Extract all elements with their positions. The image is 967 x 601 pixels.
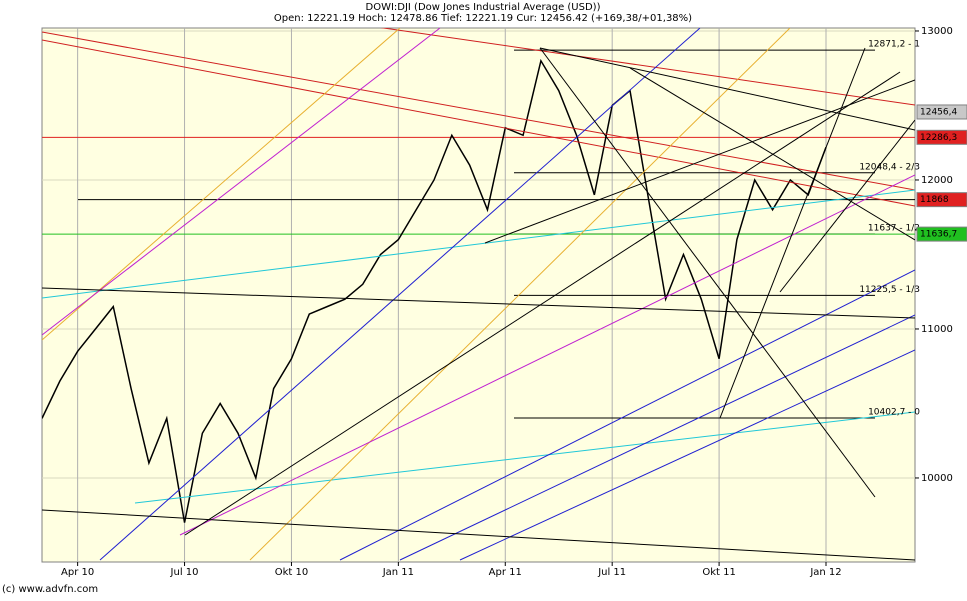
trendline <box>99 28 701 561</box>
trendline <box>42 39 915 207</box>
y-tick-label: 12000 <box>921 175 953 186</box>
x-tick-label: Jul 10 <box>170 567 199 578</box>
x-tick-label: Jul 11 <box>597 567 626 578</box>
level-label: 12456,4 <box>920 107 957 117</box>
plot-layer <box>42 28 915 562</box>
trendline <box>629 67 915 241</box>
trendline <box>184 71 901 536</box>
level-label: 11636,7 <box>920 230 957 240</box>
price-line <box>42 58 827 523</box>
trendline <box>339 269 915 561</box>
level-box <box>916 129 967 145</box>
trendline <box>42 189 915 299</box>
trendline <box>484 79 915 244</box>
trendline <box>42 287 915 319</box>
y-tick-label: 10000 <box>921 473 953 484</box>
trendline <box>249 28 791 561</box>
trendline <box>380 28 915 106</box>
trendline <box>719 47 866 419</box>
x-tick-label: Okt 10 <box>275 567 309 578</box>
fib-label: 12871,2 - 1 <box>868 40 920 50</box>
trendline <box>399 314 915 561</box>
trendline <box>459 349 915 561</box>
chart-subtitle: Open: 12221.19 Hoch: 12478.86 Tief: 1222… <box>274 13 692 24</box>
trendline <box>134 411 915 504</box>
level-box <box>916 104 967 120</box>
trendlines <box>42 28 915 561</box>
y-tick-label: 11000 <box>921 324 953 335</box>
trendline <box>179 174 915 536</box>
fib-label: 11637 - 1/2 <box>868 224 920 234</box>
level-label: 11868 <box>920 195 949 205</box>
trendline <box>539 47 876 498</box>
level-label: 12286,3 <box>920 133 957 143</box>
x-tick-label: Apr 10 <box>61 567 94 578</box>
y-tick-label: 13000 <box>921 26 953 37</box>
fib-label: 12048,4 - 2/3 <box>859 162 920 172</box>
x-tick-label: Jan 11 <box>382 567 414 578</box>
trendline <box>539 47 915 131</box>
trendline <box>42 28 401 341</box>
level-box <box>916 226 967 242</box>
trendline <box>42 28 441 336</box>
x-tick-label: Okt 11 <box>702 567 736 578</box>
x-tick-label: Jan 12 <box>809 567 841 578</box>
fib-label: 11225,5 - 1/3 <box>859 285 920 295</box>
fib-label: 10402,7 - 0 <box>868 407 920 417</box>
trendline <box>42 509 915 561</box>
level-box <box>916 192 967 208</box>
x-tick-label: Apr 11 <box>489 567 522 578</box>
trendline <box>42 31 915 191</box>
footer: (c) www.advfn.com <box>2 584 98 595</box>
chart-title: DOWI:DJI (Dow Jones Industrial Average (… <box>366 2 601 13</box>
trendline <box>779 119 915 293</box>
